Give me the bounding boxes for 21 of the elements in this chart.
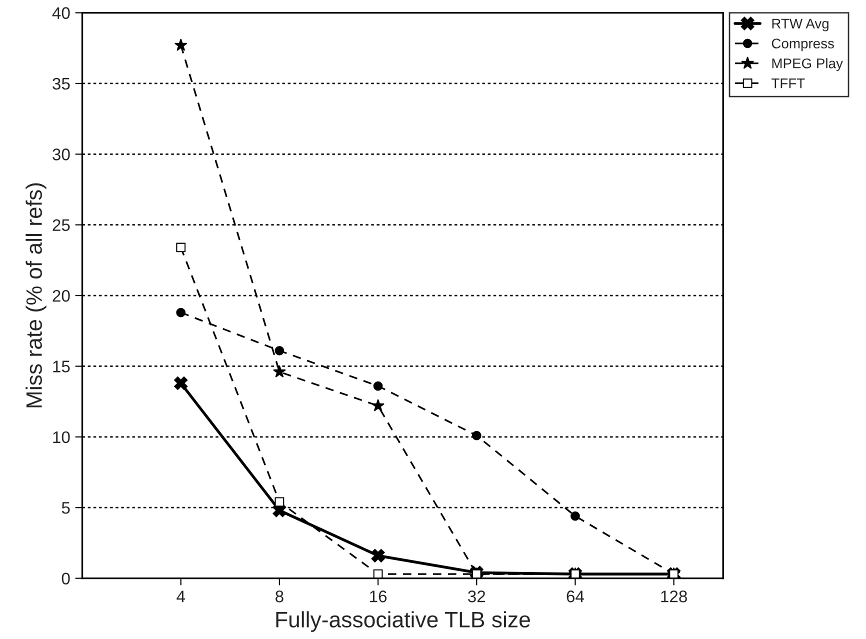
legend-label: MPEG Play [772,58,843,72]
y-tick-label: 35 [52,78,70,90]
x-tick-label: 8 [276,590,284,602]
x-tick-label: 4 [176,590,186,602]
y-tick-label: 5 [62,502,70,514]
y-axis-title: Miss rate (% of all refs) [26,183,46,408]
legend-label: Compress [772,38,834,52]
y-tick-label: 10 [53,431,70,444]
x-tick-label: 64 [566,590,584,602]
x-tick-label: 128 [661,590,687,602]
y-tick-label: 30 [52,148,70,160]
x-tick-label: 32 [468,590,486,602]
y-tick-label: 15 [53,360,70,372]
y-tick-label: 20 [52,290,70,302]
x-axis-title: Fully-associative TLB size [276,611,530,632]
x-tick-label: 16 [370,590,387,602]
y-tick-label: 0 [62,572,70,584]
legend-label: RTW Avg [772,18,828,32]
y-tick-label: 25 [52,219,70,232]
legend-label: TFFT [771,78,805,88]
y-tick-label: 40 [52,7,70,19]
